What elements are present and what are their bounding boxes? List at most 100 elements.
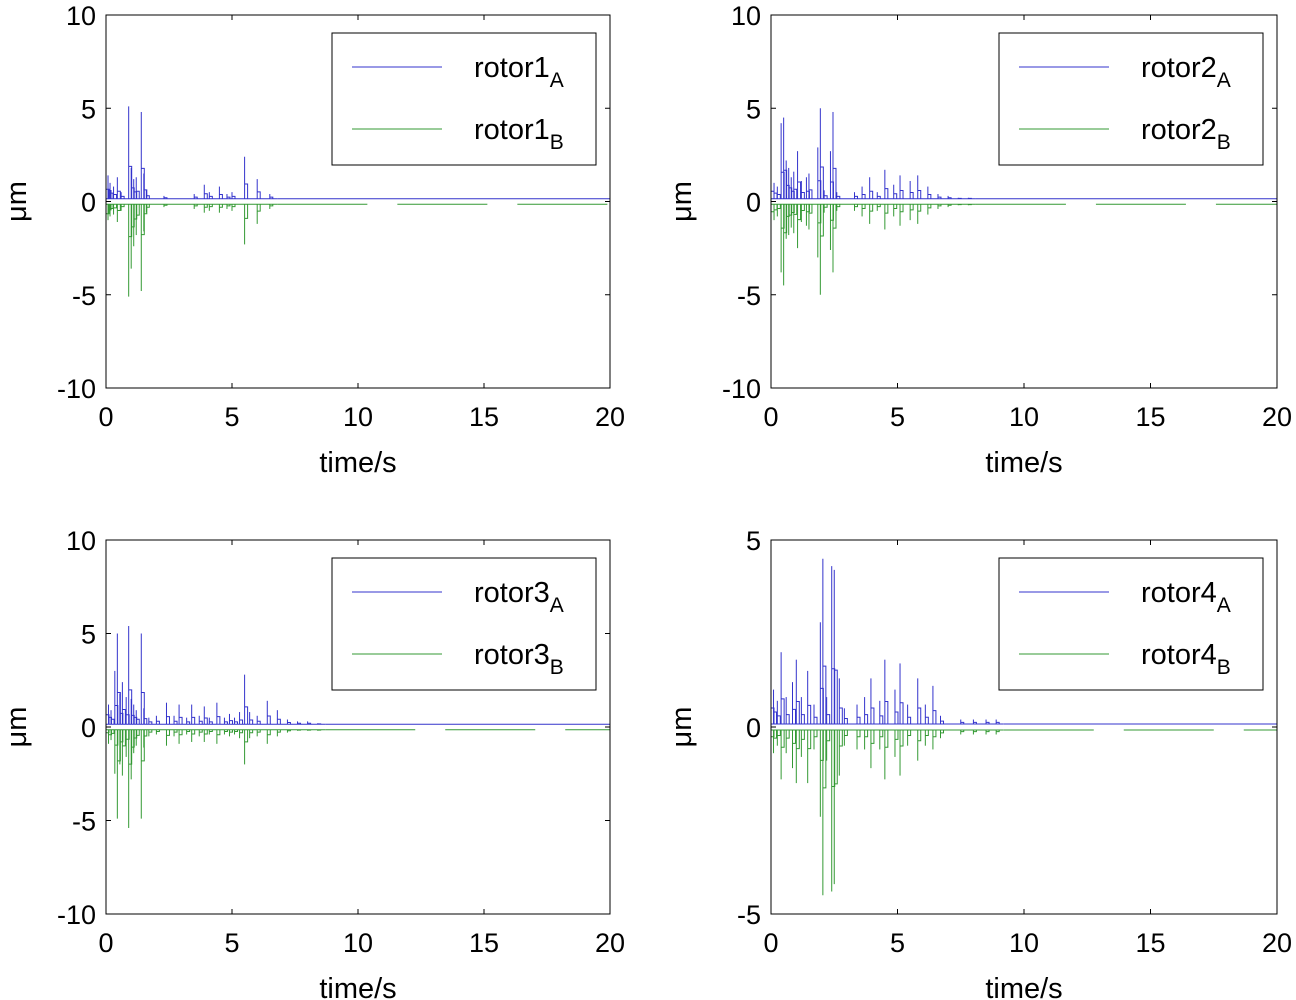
data-decay — [894, 729, 899, 740]
y-tick-label: 5 — [81, 620, 96, 650]
data-decay — [146, 204, 150, 208]
data-decay — [110, 204, 114, 210]
data-decay — [226, 204, 231, 207]
data-decay — [893, 193, 898, 199]
y-axis-label: μm — [1, 181, 33, 222]
data-decay — [801, 729, 805, 740]
data-decay — [234, 721, 239, 725]
data-decay — [808, 189, 813, 199]
series-rotor2-b — [770, 203, 1277, 295]
data-decay — [191, 716, 196, 725]
y-tick-label: -5 — [737, 900, 761, 930]
data-decay — [267, 715, 271, 725]
x-tick-label: 20 — [1262, 928, 1292, 958]
data-decay — [893, 204, 898, 210]
data-decay — [191, 729, 196, 735]
x-tick-label: 10 — [343, 402, 373, 432]
data-decay — [307, 722, 312, 725]
data-decay — [796, 729, 800, 750]
series-rotor2-a — [770, 108, 1277, 200]
data-decay — [257, 191, 261, 199]
data-decay — [907, 716, 912, 725]
data-decay — [156, 729, 160, 732]
data-decay — [870, 729, 875, 744]
data-decay — [106, 188, 110, 199]
data-decay — [793, 188, 798, 199]
x-tick-label: 5 — [890, 928, 905, 958]
data-decay — [136, 190, 140, 199]
data-decay — [834, 729, 838, 785]
data-decay — [257, 204, 261, 212]
data-decay — [113, 193, 118, 199]
data-decay — [869, 204, 874, 212]
data-decay — [793, 204, 798, 215]
y-axis-label: μm — [666, 181, 698, 222]
data-decay — [146, 195, 150, 199]
data-decay — [862, 204, 866, 210]
data-decay — [122, 729, 126, 747]
data-decay — [973, 721, 977, 725]
data-decay — [884, 729, 889, 748]
y-tick-label: -5 — [72, 281, 96, 311]
data-decay — [940, 720, 945, 725]
data-decay — [792, 708, 797, 725]
data-decay — [948, 204, 952, 206]
data-decay — [122, 708, 126, 725]
data-decay — [219, 193, 223, 199]
legend-box — [998, 557, 1264, 691]
data-decay — [801, 204, 805, 211]
legend-subscript: B — [550, 131, 564, 154]
data-decay — [244, 183, 249, 199]
x-tick-label: 15 — [469, 928, 499, 958]
y-tick-label: 0 — [746, 713, 761, 743]
legend-box — [331, 32, 597, 166]
data-decay — [801, 192, 805, 199]
x-tick-label: 0 — [98, 402, 113, 432]
data-decay — [857, 716, 861, 725]
data-decay — [111, 729, 115, 734]
data-decay — [219, 204, 223, 208]
data-decay — [826, 729, 831, 742]
data-decay — [839, 729, 843, 747]
data-decay — [996, 729, 1000, 733]
series-rotor3-b — [105, 729, 610, 828]
data-decay — [808, 204, 813, 214]
data-decay — [786, 714, 790, 725]
data-decay — [894, 711, 899, 725]
data-decay — [807, 729, 812, 750]
data-decay — [229, 720, 233, 725]
data-decay — [110, 192, 114, 199]
data-decay — [204, 717, 208, 725]
x-tick-label: 20 — [595, 402, 625, 432]
data-decay — [121, 204, 125, 208]
data-decay — [814, 729, 818, 738]
data-decay — [927, 204, 932, 209]
data-decay — [143, 718, 148, 725]
data-decay — [820, 166, 824, 199]
data-decay — [186, 729, 191, 732]
data-decay — [239, 729, 244, 734]
x-tick-label: 0 — [98, 928, 113, 958]
data-decay — [204, 204, 208, 208]
data-decay — [986, 721, 990, 725]
legend-box — [331, 557, 597, 691]
data-decay — [832, 167, 837, 199]
data-decay — [870, 707, 875, 725]
data-decay — [136, 204, 140, 216]
data-decay — [854, 195, 858, 199]
y-tick-label: 5 — [81, 94, 96, 124]
y-tick-label: -5 — [72, 807, 96, 837]
data-decay — [925, 729, 929, 736]
data-decay — [287, 722, 291, 725]
data-decay — [807, 704, 812, 725]
data-decay — [907, 729, 912, 736]
y-tick-label: -10 — [722, 374, 761, 404]
data-decay — [773, 729, 778, 739]
data-decay — [117, 204, 121, 211]
data-decay — [884, 188, 889, 199]
x-tick-label: 10 — [343, 928, 373, 958]
data-decay — [777, 193, 781, 199]
